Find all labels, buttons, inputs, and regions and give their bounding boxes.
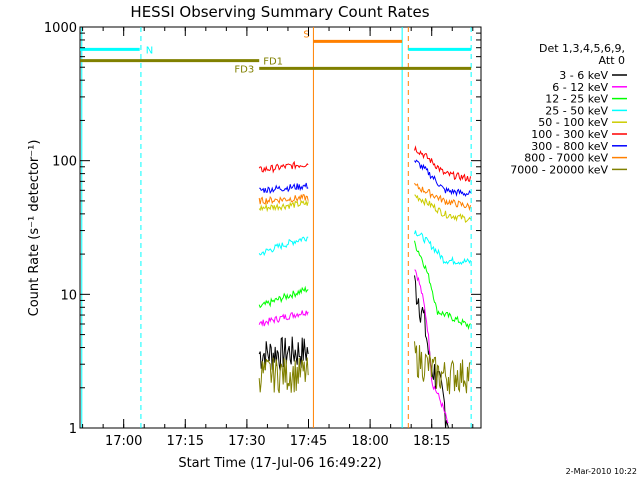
plot-area: N S FD1 FD3 bbox=[79, 26, 482, 429]
y-tick-label: 1000 bbox=[44, 21, 77, 36]
series-line bbox=[414, 275, 449, 429]
annotation-label: N bbox=[146, 45, 153, 56]
legend-label: 3 - 6 keV bbox=[559, 69, 608, 82]
series-line bbox=[258, 236, 309, 257]
series-line bbox=[258, 310, 309, 327]
legend-title-line-1: Det 1,3,4,5,6,9, bbox=[539, 42, 625, 55]
series-line bbox=[414, 230, 471, 266]
series-line bbox=[414, 269, 449, 424]
series-line bbox=[258, 285, 309, 309]
y-tick-label: 100 bbox=[52, 155, 77, 170]
series-line bbox=[414, 341, 471, 395]
annotation-label: FD3 bbox=[234, 64, 254, 75]
series-line bbox=[414, 240, 471, 331]
legend-label: 100 - 300 keV bbox=[531, 128, 608, 141]
x-tick-label: 17:45 bbox=[290, 434, 327, 449]
series-line bbox=[258, 193, 309, 205]
series-line bbox=[414, 145, 471, 182]
x-tick-label: 18:15 bbox=[413, 434, 450, 449]
series-line bbox=[259, 182, 309, 195]
legend-label: 25 - 50 keV bbox=[545, 104, 608, 117]
x-tick-label: 17:30 bbox=[228, 434, 265, 449]
x-tick-label: 17:15 bbox=[167, 434, 204, 449]
series-line bbox=[258, 199, 309, 213]
legend-title-line-2: Att 0 bbox=[599, 54, 625, 67]
x-tick-label: 17:00 bbox=[105, 434, 142, 449]
series-line bbox=[414, 182, 471, 212]
y-tick-label: 10 bbox=[60, 288, 77, 303]
annotation-label: FD1 bbox=[263, 57, 283, 68]
footer-date: 2-Mar-2010 10:22 bbox=[566, 467, 637, 476]
series-line bbox=[414, 159, 471, 197]
y-axis-label: Count Rate (s⁻¹ detector⁻¹) bbox=[27, 140, 42, 317]
x-axis-label: Start Time (17-Jul-06 16:49:22) bbox=[178, 456, 381, 471]
legend-label: 7000 - 20000 keV bbox=[510, 163, 608, 176]
series-line bbox=[414, 194, 471, 223]
y-axis: 1 10 100 1000 bbox=[44, 21, 481, 437]
legend-label: 300 - 800 keV bbox=[531, 140, 608, 153]
x-tick-label: 18:00 bbox=[351, 434, 388, 449]
y-tick-label: 1 bbox=[69, 422, 77, 437]
legend-label: 6 - 12 keV bbox=[552, 81, 608, 94]
series-line bbox=[258, 357, 309, 394]
legend-label: 50 - 100 keV bbox=[538, 116, 608, 129]
legend-label: 12 - 25 keV bbox=[545, 93, 608, 106]
annotation-label: S bbox=[303, 29, 309, 40]
legend-label: 800 - 7000 keV bbox=[524, 152, 608, 165]
plot-frame bbox=[79, 26, 482, 429]
series-line bbox=[258, 160, 309, 174]
chart-title: HESSI Observing Summary Count Rates bbox=[130, 3, 429, 21]
x-axis: 17:00 17:15 17:30 17:45 18:00 18:15 bbox=[82, 27, 474, 449]
